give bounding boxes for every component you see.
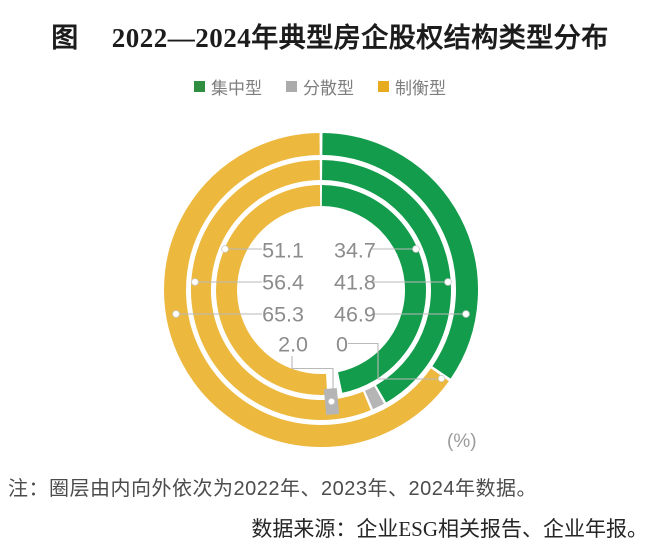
legend-swatch-yellow-icon: [378, 81, 389, 92]
figure-title: 图 2022—2024年典型房企股权结构类型分布: [0, 16, 660, 55]
legend-item-balanced: 制衡型: [378, 74, 446, 99]
legend-label: 分散型: [303, 79, 354, 98]
legend-label: 集中型: [211, 79, 262, 98]
figure-label: 图: [51, 23, 79, 53]
marker-dot-51-1: [221, 245, 229, 253]
leader-line-2-0: [291, 356, 334, 390]
marker-dot-46-9: [462, 310, 470, 318]
ring-2023-segment: [364, 386, 384, 410]
ring-2022-segment: [216, 185, 328, 395]
marker-dot-0: [437, 374, 446, 383]
donut-rings: [164, 133, 478, 447]
marker-dot-2-0: [327, 397, 336, 406]
value-label-2-0: 2.0: [278, 333, 308, 357]
value-label-56-4: 56.4: [262, 271, 304, 295]
marker-dot-41-8: [444, 278, 452, 286]
legend-swatch-green-icon: [194, 81, 205, 92]
leader-line-0: [348, 342, 437, 380]
chart-legend: 集中型 分散型 制衡型: [0, 74, 640, 99]
marker-dot-56-4: [191, 278, 199, 286]
footnote: 注：圈层由内向外依次为2022年、2023年、2024年数据。: [8, 478, 537, 500]
ring-2023-segment: [321, 160, 451, 403]
value-label-0: 0: [336, 333, 348, 357]
figure-title-text: 2022—2024年典型房企股权结构类型分布: [111, 23, 609, 53]
marker-dot-34-7: [412, 245, 420, 253]
value-label-46-9: 46.9: [334, 303, 376, 327]
legend-label: 制衡型: [395, 79, 446, 98]
value-label-41-8: 41.8: [334, 271, 376, 295]
legend-item-concentrated: 集中型: [194, 74, 262, 99]
marker-dot-65-3: [172, 310, 180, 318]
data-source: 数据来源：企业ESG相关报告、企业年报。: [251, 517, 648, 541]
ring-2024-segment: [164, 133, 449, 447]
value-label-51-1: 51.1: [262, 239, 304, 263]
value-label-65-3: 65.3: [262, 303, 304, 327]
legend-item-dispersed: 分散型: [286, 74, 354, 99]
ring-2024-segment: [322, 133, 478, 379]
value-label-34-7: 34.7: [334, 239, 376, 263]
legend-swatch-gray-icon: [286, 81, 297, 92]
unit-label: (%): [447, 431, 477, 452]
ring-2022-segment: [321, 185, 426, 393]
